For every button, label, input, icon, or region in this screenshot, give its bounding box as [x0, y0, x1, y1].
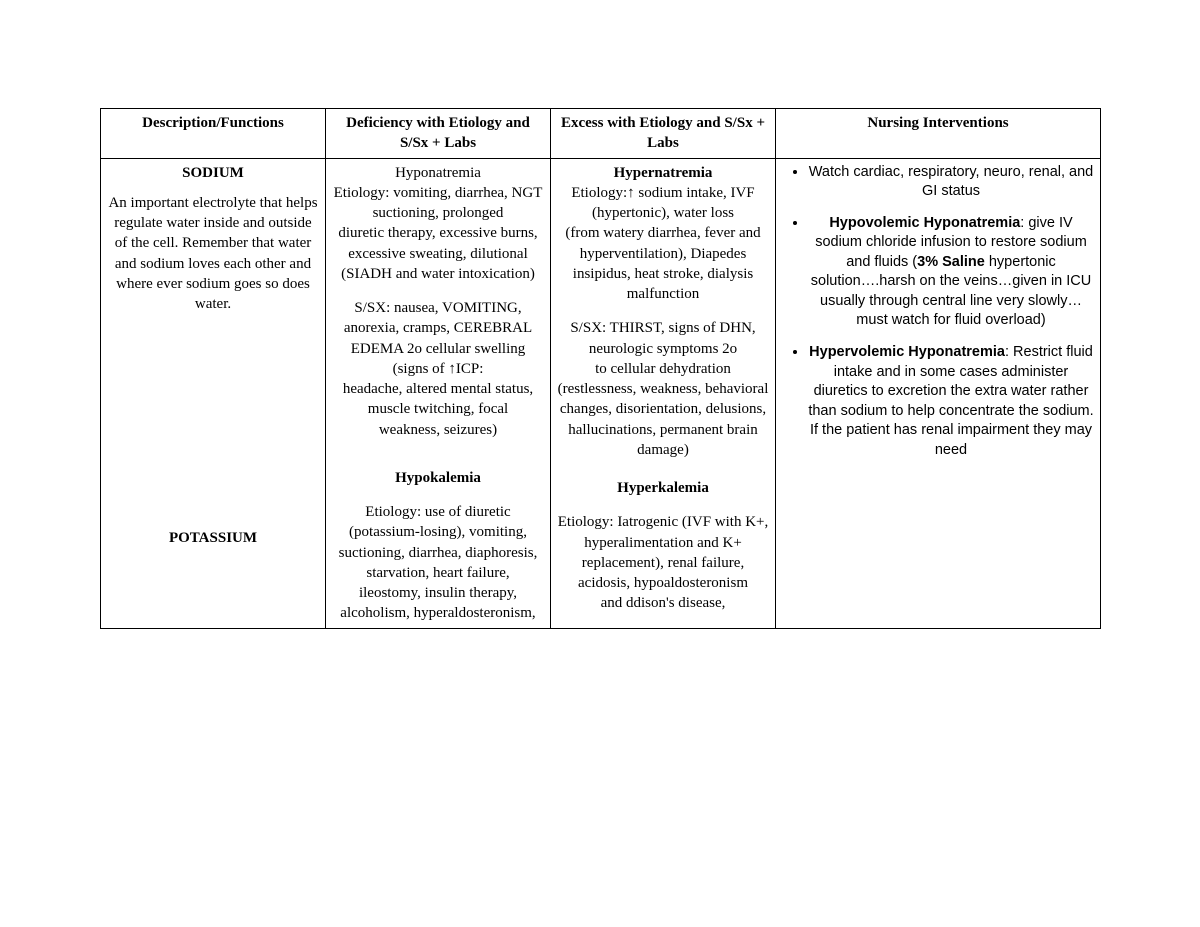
sodium-title: SODIUM	[107, 163, 319, 183]
hyponatremia-ssx-3: weakness, seizures)	[332, 420, 544, 440]
hyponatremia-etiology-1: Etiology: vomiting, diarrhea, NGT suctio…	[332, 183, 544, 224]
page: Description/Functions Deficiency with Et…	[0, 0, 1200, 927]
sodium-description: An important electrolyte that helps regu…	[107, 193, 319, 315]
header-description: Description/Functions	[101, 109, 326, 159]
table-body: SODIUM An important electrolyte that hel…	[101, 158, 1101, 628]
hyponatremia-ssx-1: S/SX: nausea, VOMITING, anorexia, cramps…	[332, 298, 544, 379]
hyperkalemia-title: Hyperkalemia	[557, 478, 769, 498]
table-head: Description/Functions Deficiency with Et…	[101, 109, 1101, 159]
nursing-item-2-bold2: 3% Saline	[917, 254, 985, 270]
hypernatremia-etiology-2: (from watery diarrhea, fever and hyperve…	[557, 223, 769, 304]
cell-description: SODIUM An important electrolyte that hel…	[101, 158, 326, 628]
hypernatremia-ssx-1: S/SX: THIRST, signs of DHN, neurologic s…	[557, 318, 769, 359]
cell-excess: Hypernatremia Etiology:↑ sodium intake, …	[551, 158, 776, 628]
nursing-item-3-text: : Restrict fluid intake and in some case…	[808, 344, 1093, 458]
nursing-item-2: Hypovolemic Hyponatremia: give IV sodium…	[808, 214, 1094, 331]
nursing-item-2-bold1: Hypovolemic Hyponatremia	[829, 215, 1020, 231]
nursing-item-1: Watch cardiac, respiratory, neuro, renal…	[808, 163, 1094, 202]
header-deficiency: Deficiency with Etiology and S/Sx + Labs	[326, 109, 551, 159]
hypokalemia-etiology-3: ileostomy, insulin therapy, alcoholism, …	[332, 583, 544, 624]
hyponatremia-title: Hyponatremia	[332, 163, 544, 183]
header-row: Description/Functions Deficiency with Et…	[101, 109, 1101, 159]
hyponatremia-etiology-2: diuretic therapy, excessive burns, exces…	[332, 223, 544, 284]
hypernatremia-etiology-1: Etiology:↑ sodium intake, IVF (hypertoni…	[557, 183, 769, 224]
header-nursing: Nursing Interventions	[776, 109, 1101, 159]
hypernatremia-title: Hypernatremia	[557, 163, 769, 183]
hyponatremia-ssx-2: headache, altered mental status, muscle …	[332, 379, 544, 420]
hyperkalemia-etiology-1: Etiology: Iatrogenic (IVF with K+, hyper…	[557, 512, 769, 593]
potassium-title: POTASSIUM	[107, 528, 319, 548]
hypokalemia-title: Hypokalemia	[332, 468, 544, 488]
body-row: SODIUM An important electrolyte that hel…	[101, 158, 1101, 628]
cell-nursing: Watch cardiac, respiratory, neuro, renal…	[776, 158, 1101, 628]
hypokalemia-etiology-2: suctioning, diarrhea, diaphoresis, starv…	[332, 543, 544, 584]
cell-deficiency: Hyponatremia Etiology: vomiting, diarrhe…	[326, 158, 551, 628]
hyperkalemia-etiology-2: and ddison's disease,	[557, 593, 769, 613]
hypernatremia-ssx-2: to cellular dehydration (restlessness, w…	[557, 359, 769, 460]
nursing-list: Watch cardiac, respiratory, neuro, renal…	[782, 163, 1094, 461]
nursing-item-3-bold: Hypervolemic Hyponatremia	[809, 344, 1005, 360]
electrolyte-table: Description/Functions Deficiency with Et…	[100, 108, 1101, 629]
header-excess: Excess with Etiology and S/Sx + Labs	[551, 109, 776, 159]
hypokalemia-etiology-1: Etiology: use of diuretic (potassium-los…	[332, 502, 544, 543]
nursing-item-3: Hypervolemic Hyponatremia: Restrict flui…	[808, 343, 1094, 460]
